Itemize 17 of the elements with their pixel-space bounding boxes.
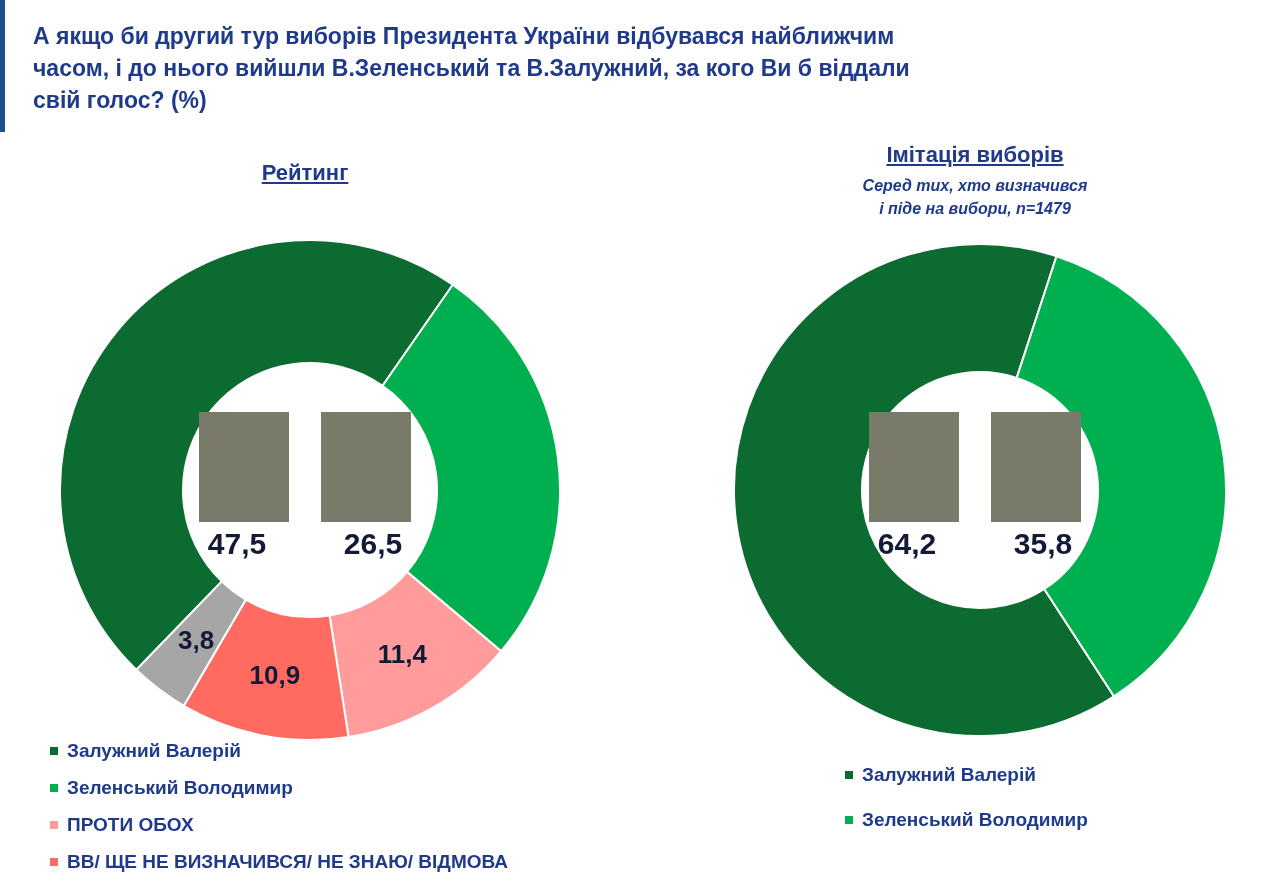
data-label: 10,9 [249, 660, 301, 691]
data-label: 26,5 [342, 527, 404, 561]
chart-title: Імітація виборів [885, 142, 1065, 168]
data-label: 35,8 [1012, 527, 1074, 561]
data-label: 47,5 [206, 527, 268, 561]
legend-label: Залужний Валерій [67, 739, 241, 762]
data-label: 64,2 [876, 527, 938, 561]
legend-label: ВВ/ ЩЕ НЕ ВИЗНАЧИВСЯ/ НЕ ЗНАЮ/ ВІДМОВА [67, 850, 509, 873]
legend-label: Залужний Валерій [862, 763, 1036, 786]
text: А якщо би другий тур виборів Президента України відбувався найближчим часом, і до нього вийшли В.Зеленський та В.Залужний, за кого Ви б віддали свій голос? (%) [33, 22, 911, 115]
data-label: 11,4 [377, 639, 428, 670]
legend-label: Зеленський Володимир [862, 808, 1088, 831]
legend-label: ПРОТИ ОБОХ [67, 813, 194, 836]
chart-subtitle: Серед тих, хто визначився і піде на вибори, n=1479 [861, 176, 1089, 219]
data-label: 3,8 [178, 625, 215, 656]
chart-title: Рейтинг [260, 160, 350, 186]
legend-label: Зеленський Володимир [67, 776, 293, 799]
